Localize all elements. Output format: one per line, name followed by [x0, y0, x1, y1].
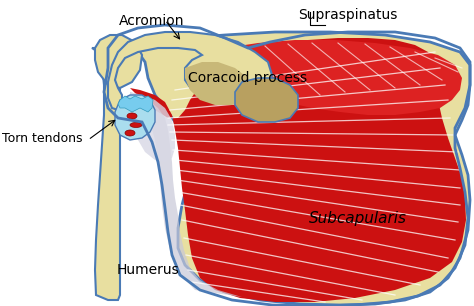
Text: Coracoid process: Coracoid process — [189, 71, 308, 85]
Polygon shape — [130, 92, 242, 297]
Polygon shape — [235, 78, 298, 122]
Text: Acromion: Acromion — [119, 14, 185, 28]
Text: Torn tendons: Torn tendons — [2, 132, 82, 144]
Polygon shape — [185, 62, 252, 105]
Text: Supraspinatus: Supraspinatus — [298, 8, 398, 22]
Polygon shape — [115, 95, 155, 140]
Polygon shape — [130, 38, 466, 302]
Ellipse shape — [127, 113, 137, 119]
Ellipse shape — [125, 130, 135, 136]
Polygon shape — [130, 32, 470, 305]
Polygon shape — [92, 48, 120, 300]
Polygon shape — [95, 35, 142, 88]
Text: Humerus: Humerus — [117, 263, 179, 277]
Polygon shape — [108, 32, 272, 110]
Polygon shape — [118, 96, 153, 112]
Polygon shape — [200, 40, 462, 115]
Polygon shape — [130, 92, 175, 162]
Text: Subcapularis: Subcapularis — [309, 211, 407, 226]
Ellipse shape — [130, 122, 142, 128]
